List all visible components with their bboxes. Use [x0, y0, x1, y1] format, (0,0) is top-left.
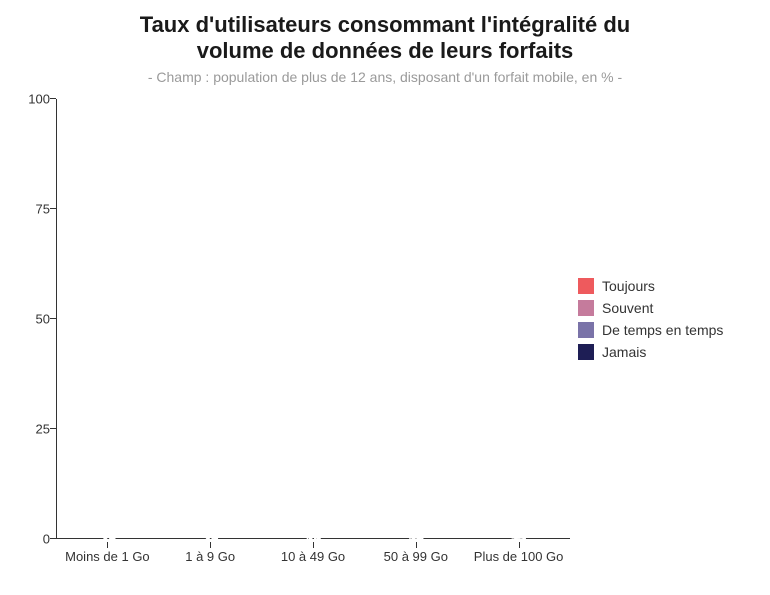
x-axis: Moins de 1 Go 1 à 9 Go 10 à 49 Go 50 à 99 G…	[56, 543, 570, 567]
x-tick-label: 1 à 9 Go	[185, 549, 235, 564]
y-tick-label: 50	[36, 311, 50, 326]
chart-subtitle: - Champ : population de plus de 12 ans, …	[20, 69, 750, 85]
legend-label: Toujours	[602, 278, 655, 294]
x-tick-mark	[313, 542, 314, 548]
legend-swatch	[578, 322, 594, 338]
bar-group: 34331913	[57, 99, 160, 538]
legend-swatch	[578, 344, 594, 360]
x-tick-mark	[107, 542, 108, 548]
chart-title-line1: Taux d'utilisateurs consommant l'intégra…	[140, 12, 630, 37]
y-tick-label: 100	[28, 91, 50, 106]
x-tick-label: Plus de 100 Go	[474, 549, 564, 564]
x-tick-label: Moins de 1 Go	[65, 549, 150, 564]
x-tick-label: 50 à 99 Go	[384, 549, 448, 564]
legend-item-detemps: De temps en temps	[578, 322, 738, 338]
legend-label: Jamais	[602, 344, 646, 360]
chart-title-line2: volume de données de leurs forfaits	[197, 38, 574, 63]
legend-swatch	[578, 300, 594, 316]
x-tick-label: 10 à 49 Go	[281, 549, 345, 564]
legend-swatch	[578, 278, 594, 294]
legend-label: Souvent	[602, 300, 653, 316]
y-tick-label: 25	[36, 421, 50, 436]
legend: Toujours Souvent De temps en temps Jamais	[578, 272, 738, 366]
y-axis: 0255075100	[20, 99, 56, 539]
chart-container: Taux d'utilisateurs consommant l'intégra…	[0, 0, 770, 595]
y-tick-label: 75	[36, 201, 50, 216]
legend-item-toujours: Toujours	[578, 278, 738, 294]
bar-group: 4927168	[365, 99, 468, 538]
y-tick-label: 0	[43, 531, 50, 546]
x-tick-mark	[210, 542, 211, 548]
bar-group: 5225157	[467, 99, 570, 538]
chart-title: Taux d'utilisateurs consommant l'intégra…	[20, 12, 750, 65]
bars-region: 34331913383021114132161049271685225157	[56, 99, 570, 539]
plot-area: 0255075100 34331913383021114132161049271…	[20, 99, 750, 539]
legend-item-souvent: Souvent	[578, 300, 738, 316]
bar-group: 41321610	[262, 99, 365, 538]
legend-label: De temps en temps	[602, 322, 723, 338]
x-tick-mark	[519, 542, 520, 548]
x-tick-mark	[416, 542, 417, 548]
legend-item-jamais: Jamais	[578, 344, 738, 360]
bar-group: 38302111	[160, 99, 263, 538]
